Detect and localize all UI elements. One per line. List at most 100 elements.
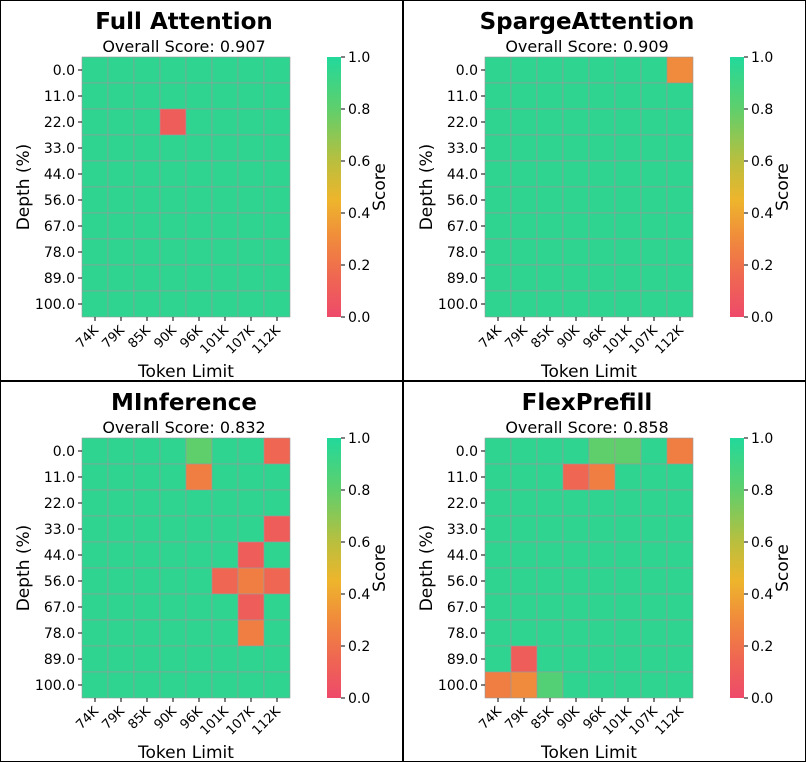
heatmap-cell (666, 108, 694, 136)
heatmap-cell (159, 186, 187, 214)
y-tick-label: 44.0 (447, 548, 478, 564)
heatmap-cell (263, 645, 291, 673)
heatmap-cell (614, 593, 642, 621)
heatmap-cell (510, 212, 538, 240)
heatmap-cell (107, 645, 135, 673)
heatmap-cell (484, 212, 512, 240)
heatmap-cell (185, 134, 213, 162)
heatmap-cell (666, 186, 694, 214)
heatmap-cell (133, 489, 161, 517)
heatmap-cell (562, 593, 590, 621)
heatmap-cell (237, 671, 265, 699)
heatmap-cell (510, 186, 538, 214)
heatmap-cell (81, 108, 109, 136)
x-tick-label: 101K (601, 704, 636, 739)
heatmap-cell (484, 238, 512, 266)
heatmap-cell (81, 437, 109, 465)
heatmap-cell (510, 134, 538, 162)
heatmap-cell (588, 437, 616, 465)
heatmap-cell (640, 56, 668, 84)
heatmap-cell (159, 645, 187, 673)
heatmap-cell (133, 290, 161, 318)
y-tick-label: 22.0 (447, 115, 478, 131)
heatmap-cell (614, 108, 642, 136)
heatmap-cell (614, 56, 642, 84)
heatmap-cell (536, 645, 564, 673)
heatmap-cell (237, 619, 265, 647)
heatmap-cell (614, 567, 642, 595)
heatmap-cell (185, 82, 213, 110)
heatmap-cell (536, 238, 564, 266)
heatmap-cell (666, 290, 694, 318)
heatmap-cell (263, 134, 291, 162)
y-tick-label: 11.0 (447, 470, 478, 486)
heatmap-cell (666, 671, 694, 699)
heatmap-cell (640, 619, 668, 647)
heatmap-cell (211, 264, 239, 292)
heatmap-cell (159, 619, 187, 647)
y-tick-label: 0.0 (53, 63, 75, 79)
y-tick-label: 44.0 (44, 548, 75, 564)
heatmap-cell (510, 593, 538, 621)
colorbar-tick-label: 0.6 (751, 535, 773, 551)
heatmap-cell (107, 463, 135, 491)
heatmap-cell (133, 238, 161, 266)
chart-title: Full Attention (95, 9, 273, 35)
heatmap-panel: MInference Overall Score: 0.832 0.0 11.0 22.… (14, 390, 390, 762)
colorbar-tick-label: 0.2 (751, 639, 773, 655)
y-tick-label: 33.0 (44, 141, 75, 157)
colorbar-tick-label: 0.2 (348, 258, 370, 274)
heatmap-cell (484, 515, 512, 543)
heatmap-cell (562, 619, 590, 647)
heatmap-cell (510, 108, 538, 136)
y-tick-label: 67.0 (44, 600, 75, 616)
heatmap-cell (81, 264, 109, 292)
heatmap-cell (588, 160, 616, 188)
heatmap-cell (640, 108, 668, 136)
colorbar-tick-label: 0.8 (348, 483, 370, 499)
heatmap-cell (614, 264, 642, 292)
x-tick-label: 85K (528, 323, 557, 352)
colorbar-tick-label: 0.2 (348, 639, 370, 655)
colorbar-tick-label: 0.6 (348, 154, 370, 170)
heatmap-cell (107, 186, 135, 214)
y-tick-label: 100.0 (438, 297, 478, 313)
heatmap-cell (614, 238, 642, 266)
heatmap-cell (237, 134, 265, 162)
heatmap-cell (133, 463, 161, 491)
heatmap-cell (107, 541, 135, 569)
heatmap-cell (107, 134, 135, 162)
heatmap-cell (107, 238, 135, 266)
heatmap-cell (666, 619, 694, 647)
heatmap-cell (536, 619, 564, 647)
heatmap-cell (185, 567, 213, 595)
overall-score-label: Overall Score: 0.907 (102, 37, 265, 56)
heatmap-cell (510, 567, 538, 595)
heatmap-cell (159, 212, 187, 240)
colorbar-tick-label: 0.2 (751, 258, 773, 274)
y-tick-label: 56.0 (44, 193, 75, 209)
colorbar-tick-label: 0.8 (751, 483, 773, 499)
heatmap-cell (81, 593, 109, 621)
heatmap-cell (263, 671, 291, 699)
heatmap-cell (614, 463, 642, 491)
heatmap-cell (107, 56, 135, 84)
heatmap-cell (484, 108, 512, 136)
heatmap-cell (484, 619, 512, 647)
y-tick-label: 100.0 (35, 297, 75, 313)
colorbar (730, 438, 744, 698)
heatmap-cell (185, 671, 213, 699)
heatmap-cell (536, 593, 564, 621)
heatmap-cell (159, 160, 187, 188)
y-tick-label: 100.0 (438, 678, 478, 694)
y-tick-label: 33.0 (44, 522, 75, 538)
colorbar-tick-label: 1.0 (348, 50, 370, 66)
x-tick-label: 74K (476, 323, 505, 352)
overall-score-label: Overall Score: 0.832 (102, 418, 265, 437)
heatmap-cell (133, 619, 161, 647)
heatmap-cell (588, 515, 616, 543)
heatmap-cell (237, 290, 265, 318)
colorbar-tick-label: 0.6 (751, 154, 773, 170)
heatmap-cell (211, 186, 239, 214)
y-tick-label: 100.0 (35, 678, 75, 694)
